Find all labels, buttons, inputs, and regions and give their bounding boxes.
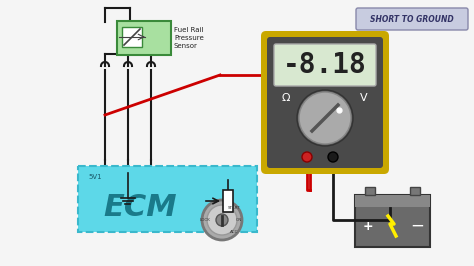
Text: ACC: ACC (230, 230, 238, 234)
Circle shape (297, 90, 353, 146)
Text: SHORT TO GROUND: SHORT TO GROUND (370, 15, 454, 23)
FancyBboxPatch shape (356, 8, 468, 30)
Text: Fuel Rail
Pressure
Sensor: Fuel Rail Pressure Sensor (174, 27, 204, 48)
Circle shape (299, 92, 351, 144)
FancyBboxPatch shape (78, 166, 257, 232)
Text: LOCK: LOCK (200, 218, 210, 222)
Circle shape (202, 200, 242, 240)
Text: START: START (228, 206, 240, 210)
Text: ECM: ECM (103, 193, 177, 222)
Bar (410, 187, 420, 195)
FancyBboxPatch shape (261, 31, 389, 174)
FancyBboxPatch shape (274, 44, 376, 86)
FancyBboxPatch shape (267, 37, 383, 168)
Text: Ω: Ω (282, 93, 290, 103)
Circle shape (207, 205, 237, 235)
Bar (223, 190, 233, 212)
Text: V: V (360, 93, 368, 103)
Bar (365, 187, 375, 195)
Text: -8.18: -8.18 (283, 51, 367, 79)
Circle shape (216, 214, 228, 226)
Text: 5V1: 5V1 (88, 174, 101, 180)
Bar (355, 195, 430, 207)
FancyBboxPatch shape (117, 21, 171, 55)
Circle shape (302, 152, 312, 162)
Text: ON: ON (236, 218, 242, 222)
Text: +: + (363, 219, 374, 232)
Text: −: − (410, 217, 424, 235)
Circle shape (328, 152, 338, 162)
Bar (355, 195, 430, 247)
Bar (122, 27, 142, 47)
